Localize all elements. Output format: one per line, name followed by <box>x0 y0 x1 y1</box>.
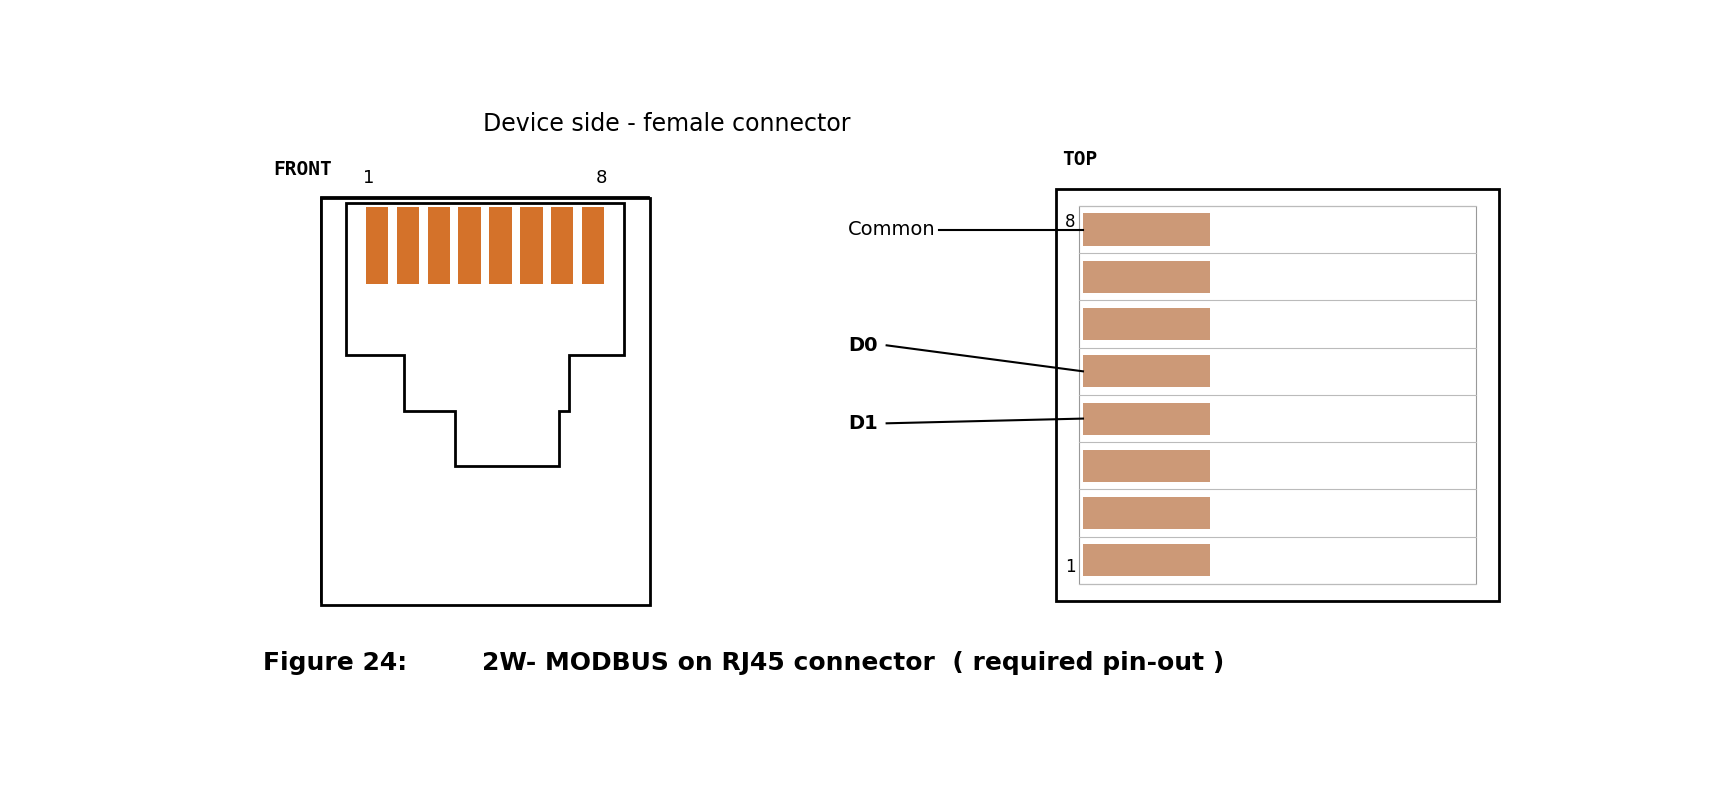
Bar <box>521 207 543 284</box>
Text: TOP: TOP <box>1062 150 1097 169</box>
Bar <box>552 207 573 284</box>
Bar <box>1055 189 1498 601</box>
Bar <box>427 207 450 284</box>
Bar <box>320 196 649 601</box>
Text: 1: 1 <box>1064 558 1076 576</box>
Text: Figure 24:: Figure 24: <box>263 650 407 675</box>
Text: D0: D0 <box>848 336 877 355</box>
Text: D1: D1 <box>848 413 877 432</box>
Text: 1: 1 <box>363 169 375 188</box>
Bar <box>365 207 388 284</box>
Bar <box>581 207 604 284</box>
Bar <box>458 207 481 284</box>
Bar <box>1083 356 1209 387</box>
Bar <box>1083 214 1209 246</box>
Text: 2W- MODBUS on RJ45 connector  ( required pin-out ): 2W- MODBUS on RJ45 connector ( required … <box>483 650 1225 675</box>
Bar <box>1083 261 1209 293</box>
Bar <box>320 198 650 605</box>
Bar <box>396 207 419 284</box>
Text: Device side - female connector: Device side - female connector <box>483 112 851 135</box>
Text: FRONT: FRONT <box>273 160 332 179</box>
Bar <box>1080 206 1476 584</box>
Bar <box>1083 402 1209 435</box>
Bar <box>1083 544 1209 577</box>
Bar <box>490 207 512 284</box>
Text: Common: Common <box>848 220 936 239</box>
Text: 8: 8 <box>1064 213 1076 230</box>
Text: 8: 8 <box>595 169 607 188</box>
Bar <box>1083 308 1209 340</box>
Bar <box>1083 450 1209 482</box>
Bar <box>1083 497 1209 529</box>
Polygon shape <box>346 203 625 466</box>
